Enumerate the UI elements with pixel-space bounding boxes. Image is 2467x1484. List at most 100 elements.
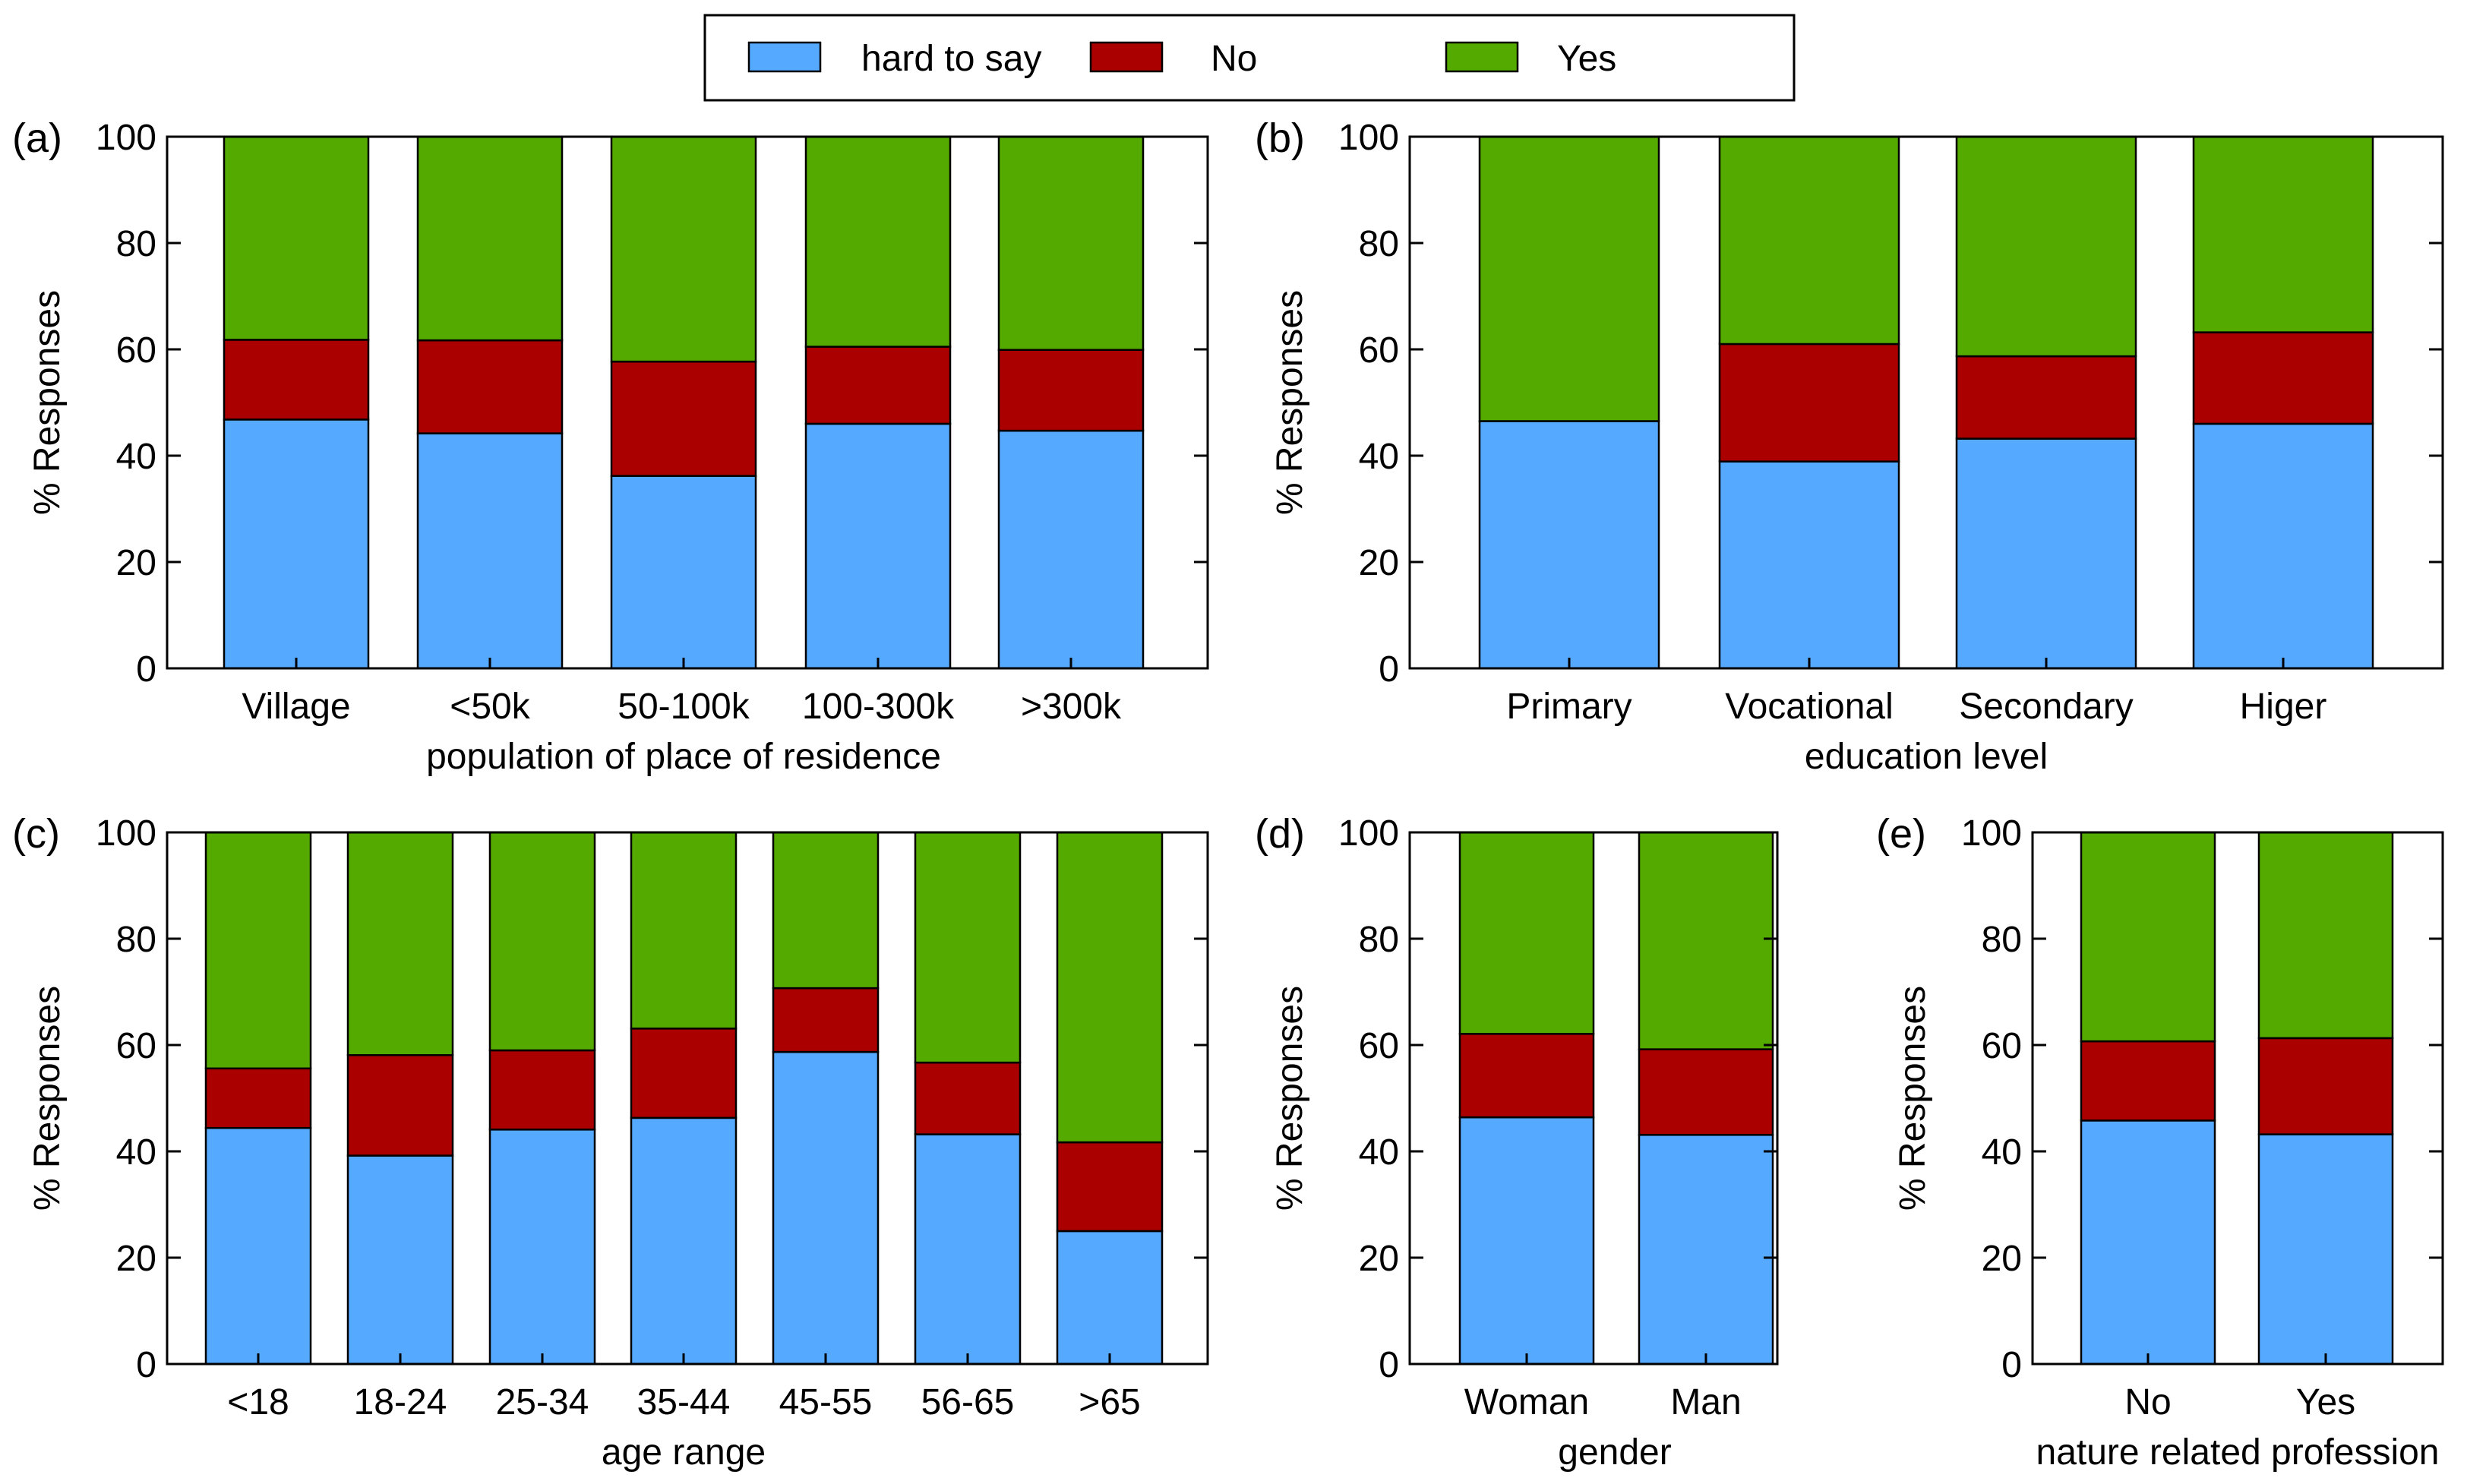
x-tick-label: >65 <box>1079 1382 1140 1422</box>
x-tick-label: 18-24 <box>354 1382 447 1422</box>
bar-Higer-hard-to-say <box>2192 422 2374 670</box>
bar-3544-hard-to-say <box>630 1116 738 1366</box>
y-tick-label: 100 <box>1338 813 1399 854</box>
y-tick-label: 40 <box>116 437 156 477</box>
bar-Village-No <box>223 339 370 421</box>
bar-3544-Yes <box>630 831 738 1030</box>
legend-label-1: No <box>1211 39 1257 79</box>
bar-4555-Yes <box>772 831 880 990</box>
bar-Woman-Yes <box>1458 831 1595 1035</box>
x-axis-title: population of place of residence <box>426 737 941 777</box>
bar-No-Yes <box>2080 831 2216 1043</box>
bar-18-hard-to-say <box>204 1126 312 1366</box>
bar-300k-Yes <box>997 135 1145 351</box>
y-axis-title: % Responses <box>27 290 68 515</box>
x-tick-label: <50k <box>450 687 530 727</box>
x-tick-label: >300k <box>1021 687 1122 727</box>
bar-50100k-No <box>610 360 757 477</box>
y-axis-title: % Responses <box>1270 290 1310 515</box>
panel-label: (b) <box>1255 115 1305 161</box>
bar-100300k-hard-to-say <box>804 422 952 670</box>
bar-Village-hard-to-say <box>223 418 370 670</box>
y-tick-label: 20 <box>116 543 156 583</box>
y-tick-label: 60 <box>1359 330 1399 371</box>
bar-Primary-Yes <box>1478 135 1660 422</box>
bar-Village-Yes <box>223 135 370 341</box>
chart-panels: 0 20 40 60 80 100 Village <50k 50-100k 100-300k >3… <box>12 115 2444 1473</box>
y-axis-title: % Responses <box>1270 986 1310 1211</box>
y-tick-label: 80 <box>116 224 156 264</box>
legend: hard to say No Yes <box>703 14 1796 102</box>
bar-Vocational-Yes <box>1718 135 1900 346</box>
plot-frame <box>1408 831 1779 1366</box>
bar-Woman-No <box>1458 1033 1595 1119</box>
bar-Man-No <box>1638 1048 1774 1136</box>
bar-300k-No <box>997 349 1145 432</box>
y-tick-label: 60 <box>116 330 156 371</box>
bar-50k-Yes <box>416 135 564 342</box>
panel-d: 0 20 40 60 80 100 Woman Man gender % Responses (d) <box>1255 811 1779 1473</box>
y-tick-label: 20 <box>1359 543 1399 583</box>
bar-Vocational-No <box>1718 343 1900 463</box>
bar-5665-Yes <box>914 831 1022 1064</box>
bar-2534-No <box>488 1049 596 1131</box>
x-tick-label: Primary <box>1506 687 1632 727</box>
y-tick-label: 100 <box>1338 118 1399 158</box>
y-tick-label: 60 <box>1359 1026 1399 1066</box>
bar-Secondary-No <box>1955 355 2137 440</box>
bar-Higer-Yes <box>2192 135 2374 333</box>
bar-4555-No <box>772 987 880 1053</box>
legend-swatch-0 <box>747 41 822 73</box>
y-tick-label: 20 <box>1359 1239 1399 1279</box>
bar-No-hard-to-say <box>2080 1119 2216 1366</box>
bar-50k-hard-to-say <box>416 432 564 670</box>
plot-frame <box>166 831 1209 1366</box>
bar-4555-hard-to-say <box>772 1050 880 1366</box>
panel-label: (a) <box>12 115 62 161</box>
x-tick-label: No <box>2124 1382 2171 1422</box>
bar-300k-hard-to-say <box>997 429 1145 670</box>
bar-Vocational-hard-to-say <box>1718 460 1900 670</box>
x-tick-label: 25-34 <box>496 1382 589 1422</box>
y-tick-label: 80 <box>116 920 156 960</box>
bar-100300k-No <box>804 346 952 425</box>
y-tick-label: 20 <box>1982 1239 2022 1279</box>
legend-box <box>703 14 1796 102</box>
x-axis-title: gender <box>1558 1432 1671 1473</box>
x-tick-label: Man <box>1670 1382 1741 1422</box>
x-axis-title: education level <box>1805 737 2048 777</box>
bar-65-No <box>1056 1141 1164 1233</box>
x-tick-label: 45-55 <box>779 1382 873 1422</box>
x-axis-title: nature related profession <box>2036 1432 2440 1473</box>
bar-1824-Yes <box>346 831 454 1056</box>
x-tick-label: 56-65 <box>921 1382 1015 1422</box>
x-axis-title: age range <box>602 1432 766 1473</box>
y-tick-label: 100 <box>96 813 156 854</box>
bar-65-Yes <box>1056 831 1164 1144</box>
legend-swatch-2 <box>1445 41 1519 73</box>
y-tick-label: 80 <box>1359 224 1399 264</box>
y-tick-label: 0 <box>136 649 156 690</box>
bar-Secondary-Yes <box>1955 135 2137 358</box>
bar-50100k-Yes <box>610 135 757 363</box>
plot-frame <box>2031 831 2444 1366</box>
y-tick-label: 40 <box>1359 437 1399 477</box>
bar-3544-No <box>630 1028 738 1119</box>
panel-a: 0 20 40 60 80 100 Village <50k 50-100k 100-300k >3… <box>12 115 1209 777</box>
legend-swatch-1 <box>1089 41 1164 73</box>
bar-Higer-No <box>2192 331 2374 425</box>
x-tick-label: Vocational <box>1725 687 1894 727</box>
panel-e: 0 20 40 60 80 100 No Yes nature related professi… <box>1876 811 2444 1473</box>
panel-label: (c) <box>12 811 60 857</box>
bar-Yes-hard-to-say <box>2257 1133 2394 1366</box>
x-tick-label: 50-100k <box>618 687 750 727</box>
bar-Woman-hard-to-say <box>1458 1116 1595 1366</box>
panel-label: (e) <box>1876 811 1926 857</box>
x-tick-label: 100-300k <box>802 687 955 727</box>
bar-5665-hard-to-say <box>914 1133 1022 1366</box>
bar-Yes-Yes <box>2257 831 2394 1040</box>
bar-Primary-hard-to-say <box>1478 420 1660 670</box>
y-axis-title: % Responses <box>27 986 68 1211</box>
bar-No-No <box>2080 1040 2216 1122</box>
